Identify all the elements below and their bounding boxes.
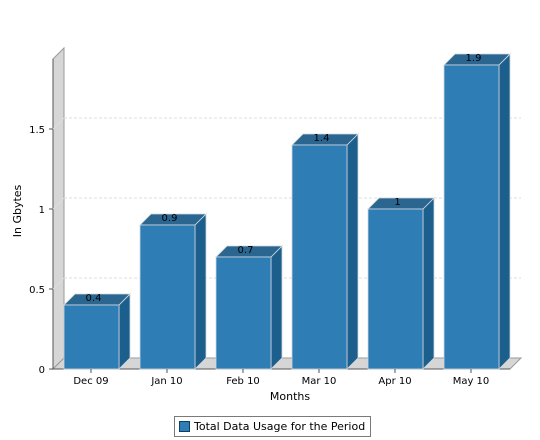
gridline-wall [52,277,65,290]
bar-front [63,304,120,370]
y-tick-label: 1 [39,205,45,216]
data-label: 0.7 [238,245,254,256]
x-tick-label: Mar 10 [302,376,337,387]
bar: 1.9 [443,53,511,370]
bar-side [346,133,359,370]
legend-label: Total Data Usage for the Period [194,420,366,433]
x-tick-label: May 10 [453,376,490,387]
bar-front [215,256,272,370]
y-tick-label: 0.5 [29,285,45,296]
data-label: 0.4 [86,293,102,304]
x-tick-label: Jan 10 [150,376,182,387]
bar-front [443,64,500,370]
data-label: 1.9 [466,53,482,64]
x-tick-label: Feb 10 [226,376,260,387]
bar: 1.4 [291,133,359,370]
bar-side [498,53,511,370]
bar-top [367,197,435,210]
bar-front [367,208,424,370]
bar-front [139,224,196,370]
bar-side [118,293,131,370]
bar: 1 [367,197,435,370]
bar-chart: 0 0.5 1 1.5 0.4 0.9 0.7 1.4 1 1.9 Dec 09 Jan 10 Fe… [11,46,523,403]
bar: 0.9 [139,213,207,370]
legend-swatch [179,421,190,432]
gridline-wall [52,197,65,210]
bar-front [291,144,348,370]
y-tick-label: 0 [39,365,45,376]
data-label: 1 [394,197,400,208]
bar: 0.7 [215,245,283,370]
data-label: 0.9 [162,213,178,224]
x-axis-ticks: Dec 09 Jan 10 Feb 10 Mar 10 Apr 10 May 10 [73,369,489,387]
bar-side [270,245,283,370]
y-axis-ticks: 0 0.5 1 1.5 [29,125,53,376]
gridline-wall [52,117,65,130]
x-tick-label: Dec 09 [73,376,108,387]
bar: 0.4 [63,293,131,370]
left-wall [52,46,65,371]
bars: 0.4 0.9 0.7 1.4 1 1.9 [63,53,511,370]
data-label: 1.4 [314,133,330,144]
x-tick-label: Apr 10 [378,376,411,387]
y-tick-label: 1.5 [29,125,45,136]
x-axis-title: Months [270,390,310,403]
bar-side [194,213,207,370]
y-axis-title: In Gbytes [11,184,24,237]
legend: Total Data Usage for the Period [174,416,372,437]
bar-side [422,197,435,370]
